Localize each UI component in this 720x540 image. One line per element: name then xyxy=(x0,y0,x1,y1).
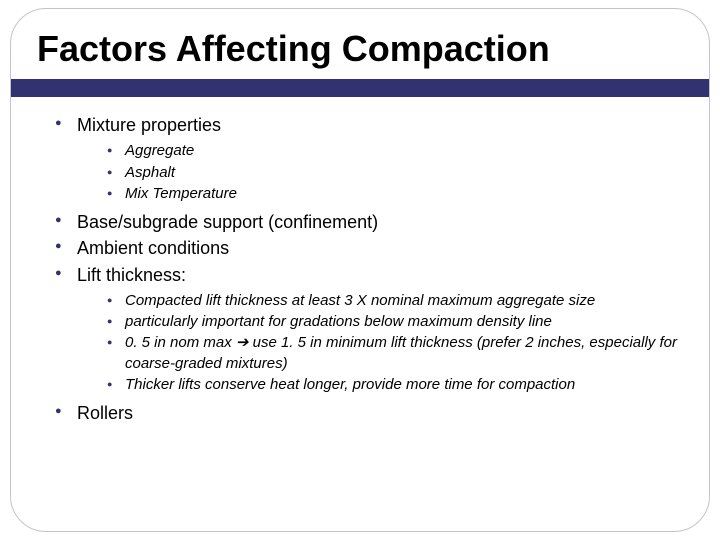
slide-card: Factors Affecting Compaction Mixture pro… xyxy=(10,8,710,532)
bullet-lvl1: Ambient conditions xyxy=(55,236,679,260)
bullet-text: Ambient conditions xyxy=(77,238,229,258)
bullet-lvl2: Mix Temperature xyxy=(107,184,679,204)
bullet-text: particularly important for gradations be… xyxy=(125,313,552,330)
bullet-text: Thicker lifts conserve heat longer, prov… xyxy=(125,376,575,393)
bullet-text: Asphalt xyxy=(125,164,175,181)
bullet-text: Compacted lift thickness at least 3 X no… xyxy=(125,292,595,309)
bullet-text: Aggregate xyxy=(125,142,194,159)
bullet-lvl1: Lift thickness: Compacted lift thickness… xyxy=(55,263,679,396)
bullet-lvl2: Thicker lifts conserve heat longer, prov… xyxy=(107,375,679,395)
bullet-lvl2: Compacted lift thickness at least 3 X no… xyxy=(107,291,679,311)
slide: Factors Affecting Compaction Mixture pro… xyxy=(0,0,720,540)
bullet-text: Base/subgrade support (confinement) xyxy=(77,212,378,232)
bullet-lvl2: particularly important for gradations be… xyxy=(107,312,679,332)
bullet-text: Rollers xyxy=(77,403,133,423)
bullet-lvl2: Asphalt xyxy=(107,163,679,183)
bullet-lvl2: Aggregate xyxy=(107,141,679,161)
bullet-list-lvl1: Mixture properties Aggregate Asphalt Mix… xyxy=(55,113,679,425)
bullet-lvl2: 0. 5 in nom max ➔ use 1. 5 in minimum li… xyxy=(107,333,679,374)
bullet-lvl1: Mixture properties Aggregate Asphalt Mix… xyxy=(55,113,679,204)
slide-title: Factors Affecting Compaction xyxy=(37,29,683,69)
bullet-text: Mix Temperature xyxy=(125,185,237,202)
bullet-list-lvl2: Compacted lift thickness at least 3 X no… xyxy=(107,291,679,395)
slide-content: Mixture properties Aggregate Asphalt Mix… xyxy=(55,113,679,427)
bullet-text: Lift thickness: xyxy=(77,265,186,285)
bullet-lvl1: Rollers xyxy=(55,401,679,425)
title-underline-bar xyxy=(11,79,709,97)
bullet-text: 0. 5 in nom max ➔ use 1. 5 in minimum li… xyxy=(125,334,677,371)
bullet-text: Mixture properties xyxy=(77,115,221,135)
bullet-list-lvl2: Aggregate Asphalt Mix Temperature xyxy=(107,141,679,204)
bullet-lvl1: Base/subgrade support (confinement) xyxy=(55,210,679,234)
